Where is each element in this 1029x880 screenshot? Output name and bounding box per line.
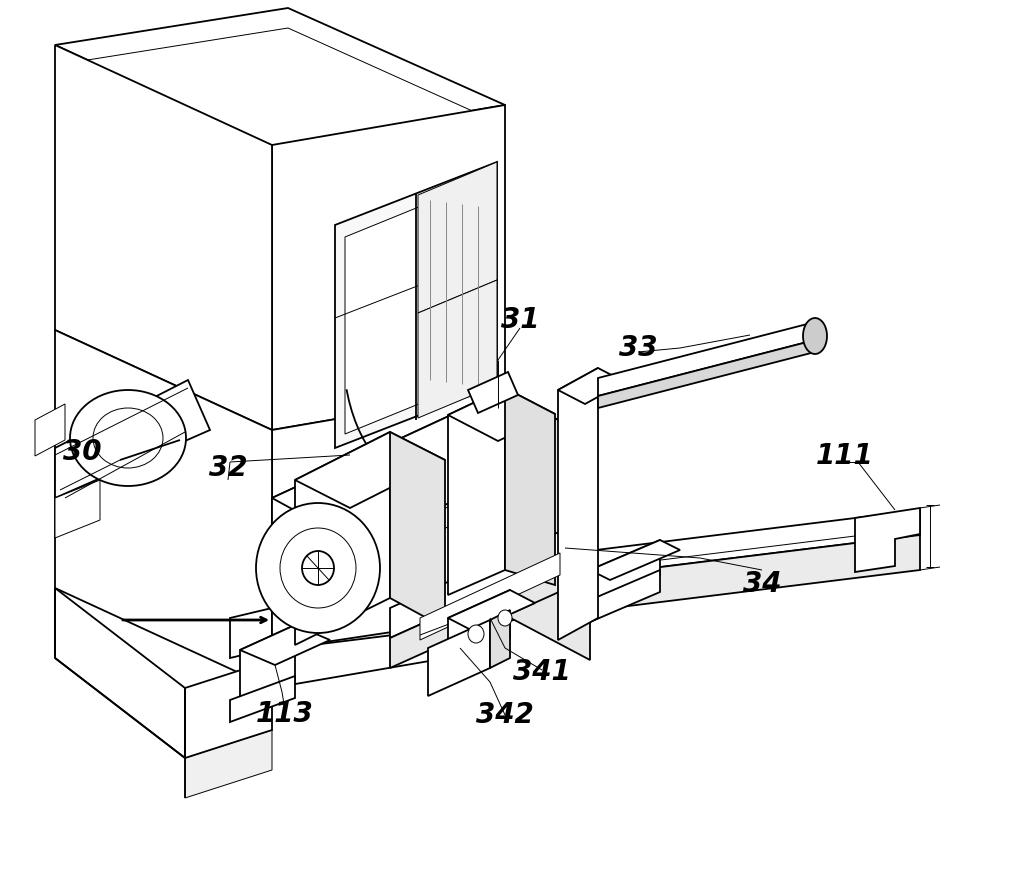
- Polygon shape: [35, 404, 65, 456]
- Text: 341: 341: [513, 658, 571, 686]
- Polygon shape: [272, 390, 590, 545]
- Polygon shape: [418, 162, 497, 313]
- Text: 33: 33: [618, 334, 658, 362]
- Text: 342: 342: [476, 701, 534, 729]
- Polygon shape: [390, 432, 445, 628]
- Text: 31: 31: [501, 306, 539, 334]
- Polygon shape: [468, 372, 518, 413]
- Ellipse shape: [803, 318, 827, 354]
- Polygon shape: [428, 620, 490, 696]
- Polygon shape: [448, 590, 535, 631]
- Polygon shape: [185, 660, 272, 758]
- Polygon shape: [598, 340, 815, 408]
- Text: 111: 111: [816, 442, 874, 470]
- Polygon shape: [590, 540, 660, 605]
- Polygon shape: [272, 535, 920, 650]
- Polygon shape: [230, 676, 295, 722]
- Polygon shape: [558, 368, 625, 404]
- Polygon shape: [272, 105, 505, 430]
- Polygon shape: [335, 162, 497, 448]
- Polygon shape: [295, 432, 390, 645]
- Polygon shape: [448, 388, 555, 441]
- Polygon shape: [505, 390, 590, 660]
- Polygon shape: [390, 518, 590, 638]
- Polygon shape: [55, 588, 185, 758]
- Polygon shape: [55, 45, 272, 430]
- Polygon shape: [75, 28, 488, 152]
- Polygon shape: [272, 390, 505, 650]
- Polygon shape: [448, 388, 505, 595]
- Polygon shape: [855, 508, 920, 572]
- Polygon shape: [55, 330, 272, 688]
- Polygon shape: [490, 610, 510, 668]
- Polygon shape: [598, 322, 815, 396]
- Ellipse shape: [280, 528, 356, 608]
- Polygon shape: [55, 480, 100, 538]
- Polygon shape: [295, 432, 445, 508]
- Polygon shape: [590, 570, 660, 622]
- Polygon shape: [558, 368, 598, 640]
- Text: 113: 113: [256, 700, 314, 728]
- Polygon shape: [420, 553, 560, 640]
- Polygon shape: [590, 540, 680, 580]
- Polygon shape: [230, 608, 272, 658]
- Polygon shape: [240, 625, 295, 705]
- Ellipse shape: [93, 408, 163, 468]
- Ellipse shape: [301, 551, 334, 585]
- Polygon shape: [345, 178, 490, 434]
- Polygon shape: [448, 590, 510, 666]
- Polygon shape: [418, 280, 497, 418]
- Polygon shape: [240, 625, 330, 665]
- Text: 34: 34: [743, 570, 781, 598]
- Polygon shape: [505, 388, 555, 585]
- Polygon shape: [55, 8, 505, 145]
- Ellipse shape: [256, 503, 380, 633]
- Ellipse shape: [468, 625, 484, 643]
- Polygon shape: [390, 548, 590, 668]
- Polygon shape: [272, 510, 920, 615]
- Text: 32: 32: [209, 454, 247, 482]
- Polygon shape: [272, 390, 505, 688]
- Polygon shape: [55, 380, 210, 498]
- Polygon shape: [185, 730, 272, 798]
- Text: 30: 30: [63, 438, 101, 466]
- Ellipse shape: [498, 610, 512, 626]
- Ellipse shape: [70, 390, 186, 486]
